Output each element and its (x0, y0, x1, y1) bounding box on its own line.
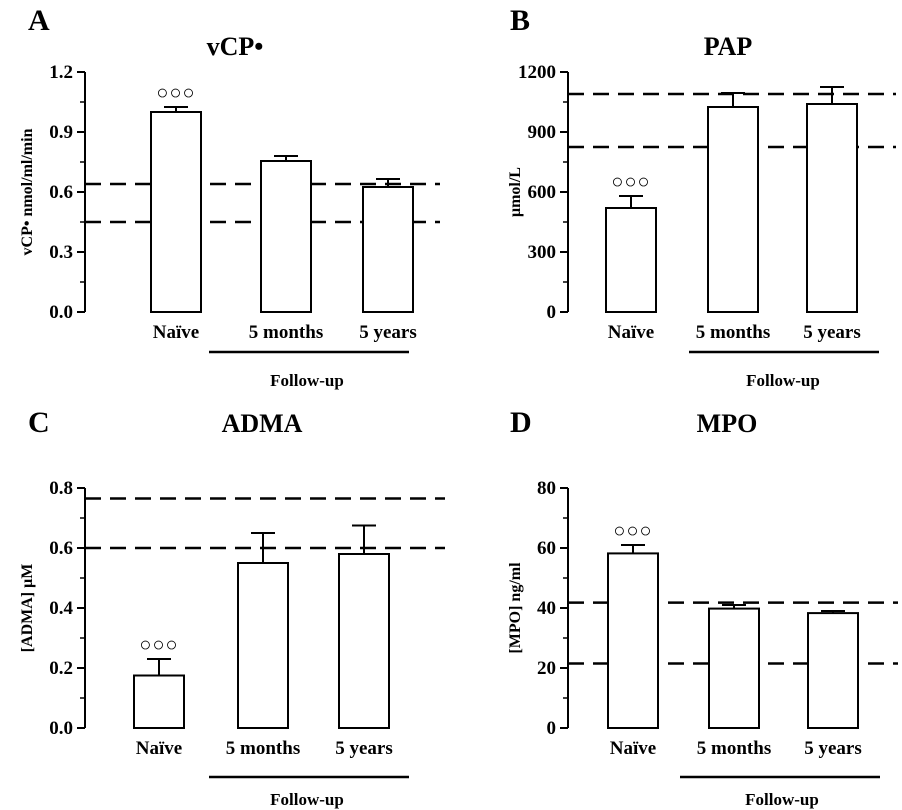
y-tick-label: 80 (537, 478, 556, 499)
x-category-label: 5 years (335, 738, 393, 759)
y-tick-label: 0.9 (49, 122, 73, 143)
panel-letter: B (510, 4, 530, 37)
bar (338, 553, 390, 729)
x-category-label: 5 months (697, 738, 771, 759)
x-category-label: 5 years (804, 738, 862, 759)
x-category-label: 5 years (359, 322, 417, 343)
significance-marker: ○○○ (156, 82, 195, 104)
bar (707, 106, 759, 313)
bar (708, 607, 760, 729)
x-category-label: Naïve (610, 738, 656, 759)
chart-title: ADMA (222, 409, 303, 438)
x-category-label: Naïve (136, 738, 182, 759)
y-tick-label: 1200 (518, 62, 556, 83)
follow-up-label: Follow-up (270, 371, 344, 390)
significance-marker: ○○○ (613, 520, 652, 542)
y-tick-label: 0.8 (49, 478, 73, 499)
x-category-label: Naïve (153, 322, 199, 343)
y-tick-label: 300 (528, 242, 557, 263)
x-category-label: 5 months (696, 322, 770, 343)
chart-title: PAP (704, 32, 753, 61)
chart-title: MPO (697, 409, 758, 438)
significance-marker: ○○○ (139, 634, 178, 656)
y-tick-label: 900 (528, 122, 557, 143)
bar (607, 552, 659, 730)
panel-letter: C (28, 406, 50, 439)
y-axis-label: [MPO] ng/ml (507, 562, 524, 654)
x-category-label: Naïve (608, 322, 654, 343)
follow-up-label: Follow-up (746, 371, 820, 390)
follow-up-label: Follow-up (745, 790, 819, 809)
y-axis-label: vCP• nmol/ml/min (19, 128, 36, 255)
y-tick-label: 0.6 (49, 182, 73, 203)
chart-panel-c: C ADMA [ADMA] μM 0.0 0.2 0.4 0.6 0.8 ○○○ Naïve 5 m… (19, 406, 445, 809)
y-tick-label: 0.0 (49, 302, 73, 323)
y-tick-label: 0.2 (49, 658, 73, 679)
y-tick-label: 1.2 (49, 62, 73, 83)
y-tick-label: 40 (537, 598, 556, 619)
follow-up-label: Follow-up (270, 790, 344, 809)
bar (605, 207, 657, 313)
y-tick-label: 0.4 (49, 598, 73, 619)
y-tick-label: 0 (547, 718, 557, 739)
bar (806, 103, 858, 313)
chart-title: vCP• (207, 32, 264, 61)
y-tick-label: 0.6 (49, 538, 73, 559)
bar (237, 562, 289, 729)
chart-panel-d: D MPO [MPO] ng/ml 0 20 40 60 80 ○○○ Naïve 5 months… (507, 406, 898, 809)
chart-panel-b: B PAP μmol/L 0 300 600 900 1200 ○○○ Naïve 5 months… (507, 4, 896, 390)
y-axis-label: [ADMA] μM (19, 564, 36, 653)
x-category-label: 5 months (249, 322, 323, 343)
y-tick-label: 60 (537, 538, 556, 559)
panel-letter: A (28, 4, 50, 37)
y-axis-label: μmol/L (507, 167, 524, 217)
y-tick-label: 0 (547, 302, 557, 323)
bar (150, 111, 202, 313)
x-category-label: 5 months (226, 738, 300, 759)
y-tick-label: 600 (528, 182, 557, 203)
bar (133, 674, 185, 729)
bar (260, 160, 312, 313)
significance-marker: ○○○ (611, 171, 650, 193)
y-tick-label: 0.3 (49, 242, 73, 263)
y-tick-label: 0.0 (49, 718, 73, 739)
panel-letter: D (510, 406, 532, 439)
y-tick-label: 20 (537, 658, 556, 679)
bar (362, 186, 414, 313)
x-category-label: 5 years (803, 322, 861, 343)
bar (807, 612, 859, 729)
